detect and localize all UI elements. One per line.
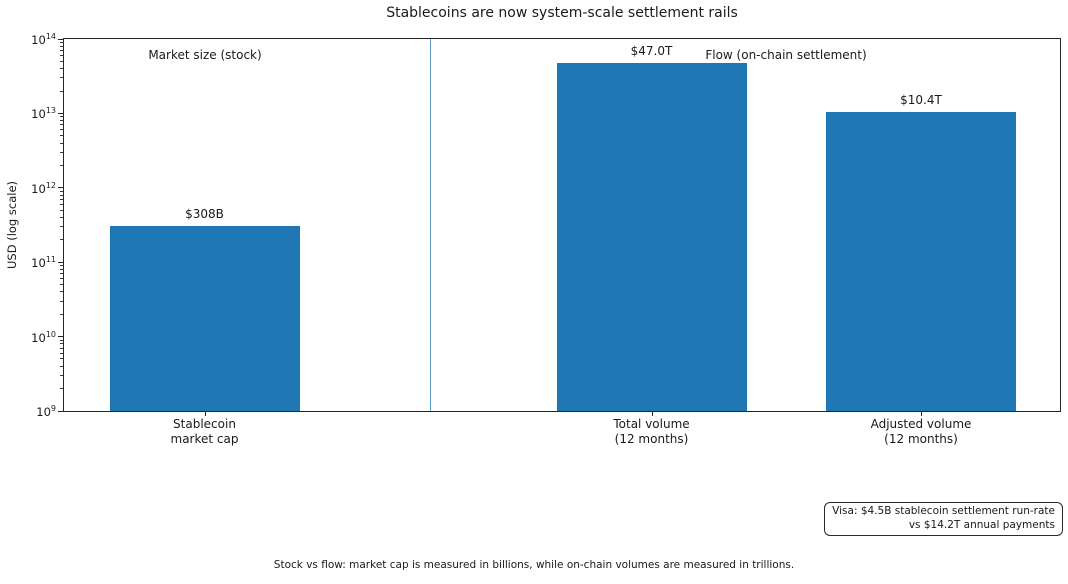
y-minor-tick-mark: [60, 273, 63, 275]
annotation-flow: Flow (on-chain settlement): [705, 48, 867, 62]
x-tick-label-line: (12 months): [614, 432, 689, 446]
y-minor-tick-mark: [60, 339, 63, 341]
bar-stablecoin-market-cap: [109, 225, 300, 411]
y-minor-tick-mark: [60, 77, 63, 79]
y-minor-tick-mark: [60, 151, 63, 153]
x-tick-label-line: market cap: [170, 432, 239, 446]
y-minor-tick-mark: [60, 164, 63, 166]
x-tick-label-stablecoin-market-cap: Stablecoin market cap: [171, 417, 239, 447]
y-minor-tick-mark: [60, 90, 63, 92]
y-minor-tick-mark: [60, 209, 63, 211]
y-minor-tick-mark: [60, 347, 63, 349]
y-minor-tick-mark: [60, 194, 63, 196]
y-minor-tick-mark: [60, 142, 63, 144]
y-minor-tick-mark: [60, 135, 63, 137]
y-minor-tick-mark: [60, 124, 63, 126]
y-minor-tick-mark: [60, 375, 63, 376]
y-minor-tick-mark: [60, 300, 63, 302]
x-tick-label-adjusted-volume-12m: Adjusted volume (12 months): [871, 417, 972, 447]
y-minor-tick-mark: [60, 120, 63, 122]
y-tick-mark: [58, 187, 63, 189]
y-minor-tick-mark: [60, 268, 63, 270]
y-minor-tick-mark: [60, 60, 63, 62]
y-tick-label-1e13: 1013: [31, 106, 56, 122]
stock-flow-divider-line: [429, 39, 431, 411]
x-tick-label-total-volume-12m: Total volume (12 months): [613, 417, 689, 447]
y-minor-tick-mark: [60, 116, 63, 118]
y-minor-tick-mark: [60, 216, 63, 218]
y-minor-tick-mark: [60, 278, 63, 280]
y-tick-mark: [58, 261, 63, 263]
y-minor-tick-mark: [60, 226, 63, 228]
y-minor-tick-mark: [60, 388, 63, 390]
y-minor-tick-mark: [60, 352, 63, 354]
y-tick-mark: [58, 336, 63, 338]
bar-adjusted-volume-12m: [826, 112, 1016, 411]
y-tick-label-1e9: 109: [36, 404, 56, 419]
y-minor-tick-mark: [60, 45, 63, 47]
plot-area: Market size (stock) Flow (on-chain settl…: [63, 38, 1061, 412]
chart-title: Stablecoins are now system-scale settlem…: [386, 5, 738, 21]
y-tick-label-1e10: 1010: [31, 329, 56, 345]
x-tick-label-line: Stablecoin: [173, 417, 236, 431]
visa-note-line2: vs $14.2T annual payments: [908, 518, 1055, 531]
y-minor-tick-mark: [60, 41, 63, 43]
bar-value-label-adjusted-volume-12m: $10.4T: [900, 93, 942, 108]
bar-value-label-total-volume-12m: $47.0T: [630, 44, 673, 59]
y-minor-tick-mark: [60, 291, 63, 293]
annotation-market-size: Market size (stock): [148, 48, 262, 62]
bar-total-volume-12m: [556, 63, 747, 411]
visa-note-line1: Visa: $4.5B stablecoin settlement run-ra…: [832, 505, 1055, 517]
y-minor-tick-mark: [60, 55, 63, 56]
bar-value-label-stablecoin-market-cap: $308B: [185, 206, 224, 221]
x-tick-label-line: Adjusted volume: [870, 417, 972, 431]
y-minor-tick-mark: [60, 365, 63, 367]
y-minor-tick-mark: [60, 129, 63, 131]
y-minor-tick-mark: [60, 190, 63, 192]
y-minor-tick-mark: [60, 313, 63, 315]
y-tick-label-1e12: 1012: [31, 180, 56, 196]
y-minor-tick-mark: [60, 50, 63, 52]
y-minor-tick-mark: [60, 343, 63, 345]
x-tick-label-line: Total volume: [613, 417, 690, 431]
y-minor-tick-mark: [60, 358, 63, 360]
y-minor-tick-mark: [60, 203, 63, 205]
y-minor-tick-mark: [60, 265, 63, 267]
y-tick-label-1e11: 1011: [31, 255, 56, 271]
x-tick-mark: [204, 412, 206, 416]
x-tick-mark: [651, 412, 653, 416]
y-tick-mark: [58, 410, 63, 412]
visa-annotation-box: Visa: $4.5B stablecoin settlement run-ra…: [824, 502, 1063, 536]
y-minor-tick-mark: [60, 239, 63, 241]
y-minor-tick-mark: [60, 284, 63, 286]
x-tick-label-line: (12 months): [884, 432, 958, 446]
y-minor-tick-mark: [60, 68, 63, 70]
y-tick-label-1e14: 1014: [31, 32, 56, 47]
figure-caption: Stock vs flow: market cap is measured in…: [273, 559, 795, 571]
x-tick-mark: [921, 412, 923, 416]
y-tick-mark: [58, 112, 63, 115]
y-tick-mark: [58, 38, 63, 40]
y-minor-tick-mark: [60, 198, 63, 200]
